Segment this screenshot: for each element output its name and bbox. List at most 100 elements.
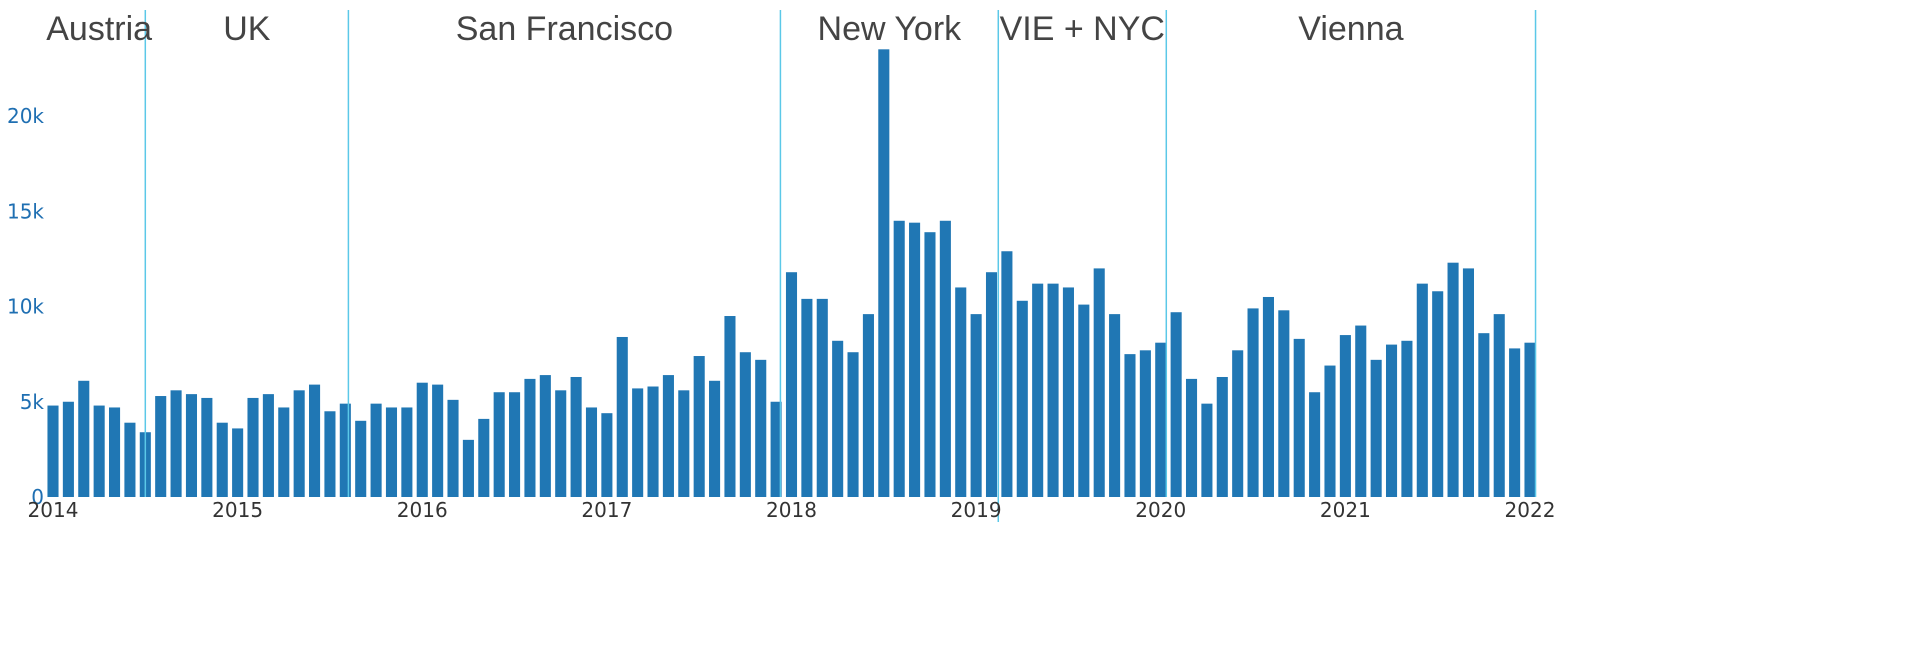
bar [1370,359,1382,497]
x-tick-label: 2018 [766,498,817,522]
bar [909,222,921,497]
bar [478,418,490,497]
bar [170,390,182,497]
region-dividers [144,10,1537,522]
bar [370,403,382,497]
bar [662,375,674,497]
bar [770,401,782,497]
bar [1062,287,1074,497]
region-labels: Austria UK San Francisco New York VIE + NYC V… [46,10,1403,48]
bar [216,422,228,497]
bar [1432,291,1444,497]
bar [447,399,459,497]
bar [632,388,644,497]
bar [1247,308,1259,497]
bar [1355,325,1367,497]
bar [678,390,690,497]
bar [985,272,998,497]
region-label: New York [818,10,963,48]
bar [739,352,751,497]
bar [862,314,874,497]
y-tick-label: 15k [7,199,44,223]
bar [1185,378,1198,497]
y-tick-label: 10k [7,295,44,319]
bar [416,382,428,497]
bar [1293,338,1305,497]
bar [1462,268,1474,497]
bar [509,392,521,497]
region-label: Austria [46,10,152,48]
bar [1278,310,1290,497]
y-tick-label: 20k [7,104,44,128]
bar [939,220,951,497]
bar [324,411,336,497]
bar [355,420,367,497]
x-tick-label: 2021 [1320,498,1371,522]
bar [539,375,551,497]
bar [693,356,705,497]
bar [401,407,413,497]
bar [1093,268,1105,497]
x-tick-label: 2017 [581,498,632,522]
bar [1016,300,1028,497]
bar [832,340,844,497]
x-tick-label: 2014 [28,498,79,522]
bar [1032,283,1044,497]
bar [1078,304,1090,497]
bar [1309,392,1321,497]
y-tick-label: 5k [20,390,45,414]
bar [432,384,444,497]
bar [1478,333,1490,497]
bar [309,384,321,497]
bar [155,396,167,497]
bar [93,405,105,497]
x-tick-label: 2015 [212,498,263,522]
bar [385,407,398,497]
bar [1124,354,1136,498]
bar [847,352,859,497]
bar [709,380,721,497]
bar [1201,403,1213,497]
bar [462,439,474,497]
x-tick-label: 2020 [1135,498,1186,522]
bar [601,413,613,497]
y-axis-ticks: 0 5k 10k 15k 20k [7,104,44,509]
bar [970,314,982,497]
bar [262,394,274,497]
bar [1109,314,1121,497]
bar [755,359,767,497]
bar [647,386,659,497]
bar [109,407,121,497]
x-tick-label: 2022 [1505,498,1556,522]
bar [524,378,536,497]
bar [1001,251,1013,497]
x-tick-label: 2019 [951,498,1002,522]
x-axis-ticks: 2014 2015 2016 2017 2018 2019 2020 2021 2022 [28,498,1556,522]
bar [570,376,582,497]
bar [585,407,598,497]
bar [78,380,90,497]
bar [1262,296,1274,497]
bar [1509,348,1521,497]
bar [724,316,736,497]
bar [1385,344,1398,497]
bar [1324,365,1336,497]
bar [201,397,213,497]
bar [47,405,59,497]
bar [124,422,136,497]
bar [1155,342,1167,497]
region-label: Vienna [1298,10,1403,48]
bar [955,287,967,497]
bar [1401,340,1413,497]
bar [801,298,813,497]
bar [293,390,305,497]
bar [493,392,505,497]
bar [924,232,936,497]
bar [616,336,628,497]
region-label: VIE + NYC [1000,10,1165,48]
bar [278,407,290,497]
region-label: UK [223,10,271,48]
bars-group [47,49,1536,498]
bar [1524,342,1536,497]
